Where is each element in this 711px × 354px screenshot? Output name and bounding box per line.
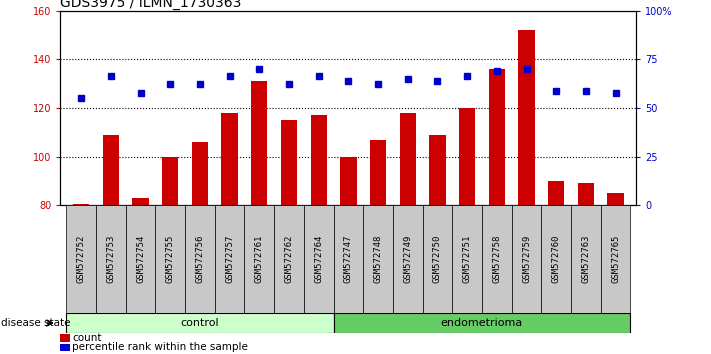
- Text: GSM572764: GSM572764: [314, 235, 324, 284]
- Text: GSM572758: GSM572758: [492, 235, 501, 284]
- Bar: [400, 113, 416, 205]
- Text: percentile rank within the sample: percentile rank within the sample: [72, 342, 248, 352]
- Bar: [578, 183, 594, 205]
- Bar: [541, 205, 571, 313]
- Bar: [422, 205, 452, 313]
- Bar: [60, 334, 70, 342]
- Bar: [459, 108, 475, 205]
- Bar: [274, 205, 304, 313]
- Bar: [488, 69, 505, 205]
- Text: GSM572756: GSM572756: [196, 235, 205, 284]
- Text: GSM572748: GSM572748: [373, 235, 383, 284]
- Bar: [333, 205, 363, 313]
- Bar: [60, 344, 70, 351]
- Bar: [601, 205, 631, 313]
- Text: GSM572750: GSM572750: [433, 235, 442, 284]
- Text: GSM572752: GSM572752: [77, 235, 86, 284]
- Bar: [518, 30, 535, 205]
- Text: count: count: [72, 333, 102, 343]
- Bar: [251, 81, 267, 205]
- Bar: [66, 205, 96, 313]
- Bar: [311, 115, 327, 205]
- Bar: [482, 205, 512, 313]
- Bar: [571, 205, 601, 313]
- Bar: [370, 139, 386, 205]
- Bar: [185, 205, 215, 313]
- Bar: [132, 198, 149, 205]
- Bar: [73, 204, 90, 205]
- Bar: [96, 205, 126, 313]
- Text: GSM572763: GSM572763: [582, 235, 590, 284]
- Bar: [245, 205, 274, 313]
- Bar: [102, 135, 119, 205]
- Text: GSM572749: GSM572749: [403, 235, 412, 284]
- Text: control: control: [181, 318, 219, 328]
- Bar: [363, 205, 393, 313]
- Text: GSM572757: GSM572757: [225, 235, 234, 284]
- Text: GSM572765: GSM572765: [611, 235, 620, 284]
- Bar: [192, 142, 208, 205]
- Text: GSM572762: GSM572762: [284, 235, 294, 284]
- Text: endometrioma: endometrioma: [441, 318, 523, 328]
- Bar: [222, 113, 237, 205]
- Bar: [341, 156, 356, 205]
- Text: GSM572754: GSM572754: [136, 235, 145, 284]
- Text: GDS3975 / ILMN_1730363: GDS3975 / ILMN_1730363: [60, 0, 242, 10]
- Text: GSM572753: GSM572753: [107, 235, 115, 284]
- Bar: [333, 313, 631, 333]
- Bar: [548, 181, 565, 205]
- Bar: [393, 205, 422, 313]
- Text: disease state: disease state: [1, 318, 71, 328]
- Bar: [162, 156, 178, 205]
- Bar: [452, 205, 482, 313]
- Bar: [66, 313, 333, 333]
- Bar: [512, 205, 541, 313]
- Text: GSM572761: GSM572761: [255, 235, 264, 284]
- Bar: [156, 205, 185, 313]
- Bar: [281, 120, 297, 205]
- Bar: [126, 205, 156, 313]
- Bar: [429, 135, 446, 205]
- Bar: [215, 205, 245, 313]
- Text: GSM572751: GSM572751: [463, 235, 471, 284]
- Text: GSM572760: GSM572760: [552, 235, 561, 284]
- Text: GSM572759: GSM572759: [522, 235, 531, 284]
- Bar: [304, 205, 333, 313]
- Bar: [607, 193, 624, 205]
- Text: GSM572747: GSM572747: [344, 235, 353, 284]
- Text: GSM572755: GSM572755: [166, 235, 175, 284]
